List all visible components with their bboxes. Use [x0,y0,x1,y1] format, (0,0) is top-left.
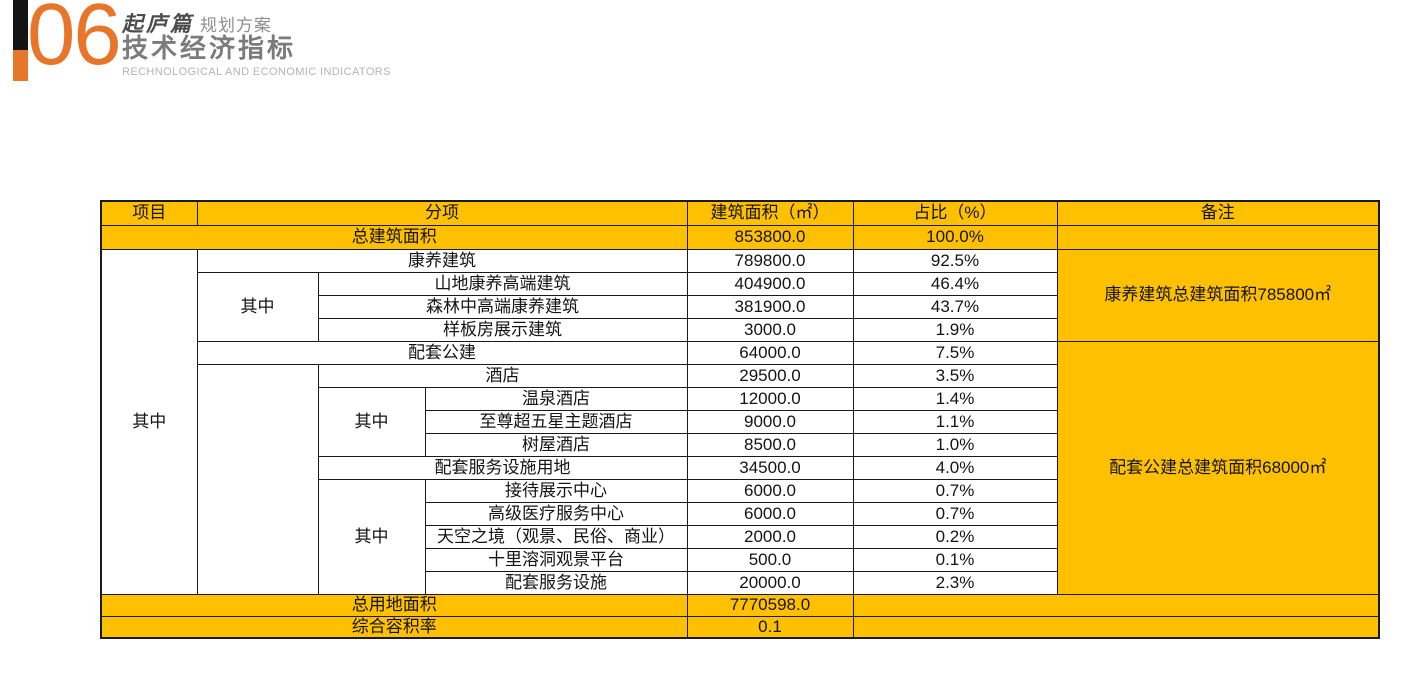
area-value: 9000.0 [686,409,854,434]
area-value: 8500.0 [686,432,854,457]
col-header-ratio: 占比（%） [852,200,1058,226]
area-value: 6000.0 [686,478,854,503]
table-row: 总用地面积 7770598.0 [100,593,1380,617]
ratio-value: 1.0% [852,432,1058,457]
col-header-remark: 备注 [1056,200,1380,226]
row-label: 十里溶洞观景平台 [424,547,688,572]
indicators-table: 项目 分项 建筑面积（㎡） 占比（%） 备注 总建筑面积 853800.0 100.0% 其中康… [100,200,1380,639]
remark-cell [852,615,1380,639]
row-label: 接待展示中心 [424,478,688,503]
area-value: 64000.0 [686,340,854,365]
table-row: 至尊超五星主题酒店 9000.0 1.1% [101,409,1379,434]
table-row: 天空之境（观景、民俗、商业） 2000.0 0.2% [101,524,1379,549]
area-value: 2000.0 [686,524,854,549]
remark-cell: 配套公建总建筑面积68000㎡ [1056,340,1380,595]
row-label: 天空之境（观景、民俗、商业） [424,524,688,549]
ratio-value: 3.5% [852,363,1058,388]
area-value: 500.0 [686,547,854,572]
slide-number: 06 [27,0,122,83]
row-label: 至尊超五星主题酒店 [424,409,688,434]
table-row: 十里溶洞观景平台 500.0 0.1% [101,547,1379,572]
row-label: 山地康养高端建筑 [317,271,688,296]
table-row: 森林中高端康养建筑 381900.0 43.7% [101,294,1379,319]
group-label-among-level3: 其中 [317,386,426,457]
kicker-line: 起庐篇 规划方案 [122,8,391,36]
row-label: 酒店 [317,363,688,388]
area-value: 34500.0 [686,455,854,480]
table-row: 项目 分项 建筑面积（㎡） 占比（%） 备注 [100,200,1380,226]
ratio-value: 1.1% [852,409,1058,434]
table-row: 其中 接待展示中心 6000.0 0.7% [101,478,1379,595]
deco-orange-bar [13,50,28,81]
ratio-value: 1.9% [852,317,1058,342]
ratio-value: 0.1% [852,547,1058,572]
page-title: 技术经济指标 [122,33,297,63]
area-value: 0.1 [686,615,854,639]
ratio-value-highlight: 92.5% [852,248,1058,273]
group-label-among-level2: 其中 [196,271,319,342]
col-header-project: 项目 [100,200,198,226]
table-row: 高级医疗服务中心 6000.0 0.7% [101,501,1379,526]
group-spacer [196,363,319,595]
ratio-value-highlight: 7.5% [852,340,1058,365]
table-row: 其中 山地康养高端建筑 404900.0 46.4% [101,271,1379,342]
row-label: 配套服务设施用地 [317,455,688,480]
group-label-among-level3: 其中 [317,478,426,595]
header-text-block: 起庐篇 规划方案 技术经济指标 RECHNOLOGICAL AND ECONOMI… [122,8,391,78]
ratio-value: 0.2% [852,524,1058,549]
area-value: 6000.0 [686,501,854,526]
area-value: 7770598.0 [686,593,854,617]
area-value: 404900.0 [686,271,854,296]
table-row: 综合容积率 0.1 [100,615,1380,639]
section-kicker: 起庐篇 [122,11,194,36]
page-subtitle-en: RECHNOLOGICAL AND ECONOMIC INDICATORS [122,65,391,78]
row-label-plot-ratio: 综合容积率 [100,615,688,639]
table-row: 其中 康养建筑 789800.0 92.5% 康养建筑总建筑面积785800㎡ [100,248,1380,595]
row-label: 高级医疗服务中心 [424,501,688,526]
area-value: 853800.0 [686,224,854,250]
table-row: 其中 温泉酒店 12000.0 1.4% [101,386,1379,457]
indicators-table-wrapper: 项目 分项 建筑面积（㎡） 占比（%） 备注 总建筑面积 853800.0 100.0% 其中康… [100,200,1380,639]
deco-black-bar [13,0,28,50]
row-label: 树屋酒店 [424,432,688,457]
ratio-value: 100.0% [852,224,1058,250]
ratio-value: 43.7% [852,294,1058,319]
col-header-building-area: 建筑面积（㎡） [686,200,854,226]
table-row: 总建筑面积 853800.0 100.0% [100,224,1380,250]
remark-cell: 康养建筑总建筑面积785800㎡ [1056,248,1380,342]
row-label-total-land-area: 总用地面积 [100,593,688,617]
col-header-subitem: 分项 [196,200,688,226]
row-label-total-building-area: 总建筑面积 [100,224,688,250]
row-label: 配套服务设施 [424,570,688,595]
area-value: 29500.0 [686,363,854,388]
area-value: 20000.0 [686,570,854,595]
ratio-value: 1.4% [852,386,1058,411]
area-value: 381900.0 [686,294,854,319]
ratio-value: 2.3% [852,570,1058,595]
row-label: 配套公建 [196,340,688,365]
area-value: 12000.0 [686,386,854,411]
row-label: 温泉酒店 [424,386,688,411]
ratio-value: 4.0% [852,455,1058,480]
table-row: 配套公建 64000.0 7.5% 配套公建总建筑面积68000㎡ [101,340,1380,595]
ratio-value: 0.7% [852,501,1058,526]
table-body: 项目 分项 建筑面积（㎡） 占比（%） 备注 总建筑面积 853800.0 100.0% 其中康… [100,200,1380,639]
section-kicker-sub: 规划方案 [200,16,272,35]
row-label: 样板房展示建筑 [317,317,688,342]
remark-cell [852,593,1380,617]
area-value: 789800.0 [686,248,854,273]
group-label-among-level1: 其中 [100,248,198,595]
ratio-value: 46.4% [852,271,1058,296]
remark-cell [1056,224,1380,250]
row-label: 森林中高端康养建筑 [317,294,688,319]
table-row: 酒店 29500.0 3.5% [101,363,1379,595]
table-row: 样板房展示建筑 3000.0 1.9% [101,317,1379,342]
area-value: 3000.0 [686,317,854,342]
ratio-value: 0.7% [852,478,1058,503]
row-label: 康养建筑 [196,248,688,273]
